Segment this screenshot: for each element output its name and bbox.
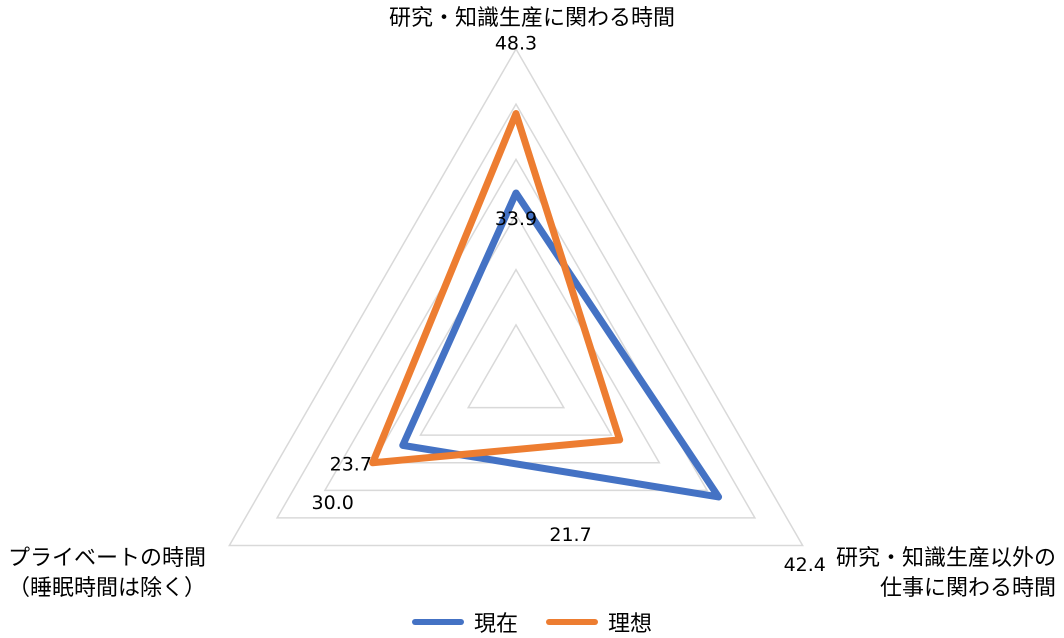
series-line-0 — [399, 189, 723, 501]
axis-label-line: 研究・知識生産以外の — [835, 546, 1056, 571]
legend-swatch — [411, 619, 464, 625]
grid-ring-50 — [275, 102, 757, 519]
legend-label: 現在 — [473, 612, 518, 637]
legend-item-1: 理想 — [546, 606, 652, 638]
data-label-1: 33.9 — [495, 208, 537, 230]
legend-swatch — [546, 619, 598, 625]
grid-ring-60 — [228, 47, 804, 547]
axis-label-line: （睡眠時間は除く） — [8, 576, 207, 601]
legend: 現在 理想 — [0, 606, 1064, 638]
axis-label-line: 研究・知識生産に関わる時間 — [388, 6, 675, 31]
data-label-2: 21.7 — [549, 524, 591, 546]
data-label-3: 42.4 — [784, 554, 826, 576]
axis-label-left: プライベートの時間 （睡眠時間は除く） — [8, 544, 206, 604]
data-label-4: 23.7 — [330, 453, 372, 475]
series-line-1 — [369, 110, 624, 467]
axis-label-right: 研究・知識生産以外の仕事に関わる時間 — [836, 544, 1056, 604]
radar-series — [369, 110, 723, 501]
grid-ring-20 — [419, 268, 613, 436]
axis-label-line: プライベートの時間 — [8, 546, 207, 571]
grid-ring-10 — [466, 323, 566, 409]
legend-label: 理想 — [608, 612, 653, 637]
radar-data-labels: 48.3 33.9 21.7 42.4 23.7 30.0 — [312, 33, 826, 576]
data-label-0: 48.3 — [495, 33, 537, 55]
data-label-5: 30.0 — [312, 492, 354, 514]
grid-ring-40 — [323, 157, 709, 492]
axis-label-top: 研究・知識生産に関わる時間 — [0, 4, 1064, 34]
legend-item-0: 現在 — [411, 606, 518, 638]
axis-label-line: 仕事に関わる時間 — [879, 576, 1056, 601]
